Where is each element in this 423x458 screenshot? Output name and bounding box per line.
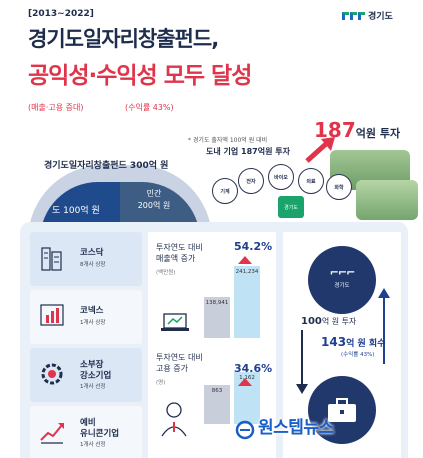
employment-unit: (명) [156, 380, 166, 386]
fund-private-label: 민간 200억 원 [134, 188, 174, 212]
sector-medical: 의료 [298, 168, 324, 194]
achievement-kosdaq: 코스닥 8개사 상장 [30, 232, 142, 286]
invest-amount-number: 100 [301, 316, 322, 327]
bar-chart-icon [40, 304, 64, 326]
sales-unit: (백만원) [156, 270, 176, 276]
achievement-unicorn-detail: 1개사 선정 [80, 442, 106, 448]
investment-statement: 도내 기업 187억원 투자 [206, 147, 290, 156]
fund-private-label-2: 200억 원 [137, 201, 171, 210]
recover-amount-suffix: 억 원 회수 [346, 339, 386, 349]
investment-return: ⌐⌐⌐ 경기도 100억 원 투자 143억 원 회수 (수익률 43%) [283, 232, 401, 458]
sales-up-arrow-icon [238, 256, 252, 264]
subtitle-sales-employment: (매출·고용 증대) [28, 103, 84, 112]
logo-text: 경기도 [368, 12, 393, 22]
rising-arrow-icon [305, 137, 335, 163]
gear-icon [41, 363, 63, 385]
sales-title-1: 투자연도 대비 [156, 243, 203, 252]
watermark-logo-icon [235, 420, 255, 440]
sales-title-2: 매출액 증가 [156, 254, 196, 263]
sector-electronics: 전자 [238, 168, 264, 194]
employment-value-after: 1,162 [239, 375, 255, 381]
invest-amount-suffix: 억 원 투자 [321, 317, 357, 326]
recover-amount: 143억 원 회수 [321, 335, 385, 349]
sales-title: 투자연도 대비 매출액 증가 [156, 242, 203, 264]
down-arrow-icon [296, 384, 308, 394]
sales-bar-before [204, 297, 230, 338]
circle-logo-text: 경기도 [334, 283, 350, 289]
laptop-hand-icon [161, 313, 189, 331]
title-line-1: 경기도일자리창출펀드, [28, 27, 219, 51]
logo-mark-icon [342, 11, 365, 20]
employment-title-2: 고용 증가 [156, 364, 188, 373]
achievement-kosdaq-title: 코스닥 [80, 248, 104, 258]
sales-percent: 54.2% [234, 240, 273, 253]
invest-down-line [301, 330, 303, 390]
fund-private-label-1: 민간 [146, 189, 162, 198]
recover-amount-number: 143 [321, 335, 347, 349]
title-line-2: 공익성·수익성 모두 달성 [28, 63, 252, 89]
achievement-list: 코스닥 8개사 상장 코넥스 1개사 상장 소부장 강소기업 1개사 선정 예비… [30, 232, 142, 458]
sales-bar-after [234, 266, 260, 338]
growth-comparison: 투자연도 대비 매출액 증가 (백만원) 54.2% 138,941 241,2… [148, 232, 276, 458]
achievement-kosdaq-detail: 8개사 상장 [80, 262, 106, 268]
achievement-unicorn-title-1: 예비 [80, 418, 96, 428]
employment-up-arrow-icon [238, 378, 252, 386]
employment-title-1: 투자연도 대비 [156, 353, 203, 362]
fund-public-label: 도 100억 원 [52, 206, 100, 216]
sales-value-after: 241,234 [235, 269, 259, 275]
period-label: [2013~2022] [28, 9, 94, 19]
invest-amount: 100억 원 투자 [301, 316, 356, 327]
money-stack-icon-2 [356, 180, 418, 220]
employment-title: 투자연도 대비 고용 증가 [156, 352, 203, 374]
investment-amount-suffix: 억원 투자 [355, 127, 401, 140]
watermark-text: 원스텝뉴스 [258, 418, 334, 438]
achievement-unicorn: 예비 유니콘기업 1개사 선정 [30, 406, 142, 458]
achievement-unicorn-title-2: 유니콘기업 [80, 429, 120, 439]
achievement-materials: 소부장 강소기업 1개사 선정 [30, 348, 142, 402]
up-arrow-icon [378, 288, 390, 298]
investment-amount: 187억원 투자 [314, 118, 400, 142]
achievement-konex-title: 코넥스 [80, 306, 104, 316]
fund-total-label: 경기도일자리창출펀드 300억 원 [44, 161, 169, 171]
gyeonggi-circle: ⌐⌐⌐ 경기도 [308, 246, 376, 314]
employment-bar-before [204, 385, 230, 424]
employment-percent: 34.6% [234, 362, 273, 375]
subtitle-return-rate: (수익률 43%) [125, 103, 174, 112]
building-icon [41, 247, 62, 271]
briefcase-icon [328, 398, 356, 422]
growth-icon [40, 423, 64, 444]
worker-icon [161, 402, 187, 437]
sector-chemical: 화학 [326, 174, 352, 200]
recover-up-line [383, 294, 385, 364]
achievement-konex: 코넥스 1개사 상장 [30, 290, 142, 344]
employment-value-before: 863 [211, 388, 223, 394]
investment-note: * 경기도 출자액 100억 원 대비 [188, 137, 268, 144]
money-bag-icon: 경기도 [278, 196, 304, 218]
gyeonggi-logo: 경기도 [342, 9, 393, 22]
achievement-materials-title-1: 소부장 [80, 360, 104, 370]
circle-logo: ⌐⌐⌐ 경기도 [308, 266, 376, 289]
return-rate: (수익률 43%) [341, 352, 375, 358]
achievement-konex-detail: 1개사 상장 [80, 320, 106, 326]
achievement-materials-title-2: 강소기업 [80, 371, 112, 381]
achievement-materials-detail: 1개사 선정 [80, 384, 106, 390]
investment-amount-number: 187 [314, 118, 356, 142]
sector-people-group: 기계 전자 바이오 의료 화학 경기도 [210, 162, 360, 222]
circle-logo-mark-icon: ⌐⌐⌐ [329, 266, 356, 279]
sector-bio: 바이오 [268, 164, 294, 190]
briefcase-circle [308, 376, 376, 444]
sector-machinery: 기계 [212, 178, 238, 204]
sales-value-before: 138,941 [205, 300, 229, 306]
